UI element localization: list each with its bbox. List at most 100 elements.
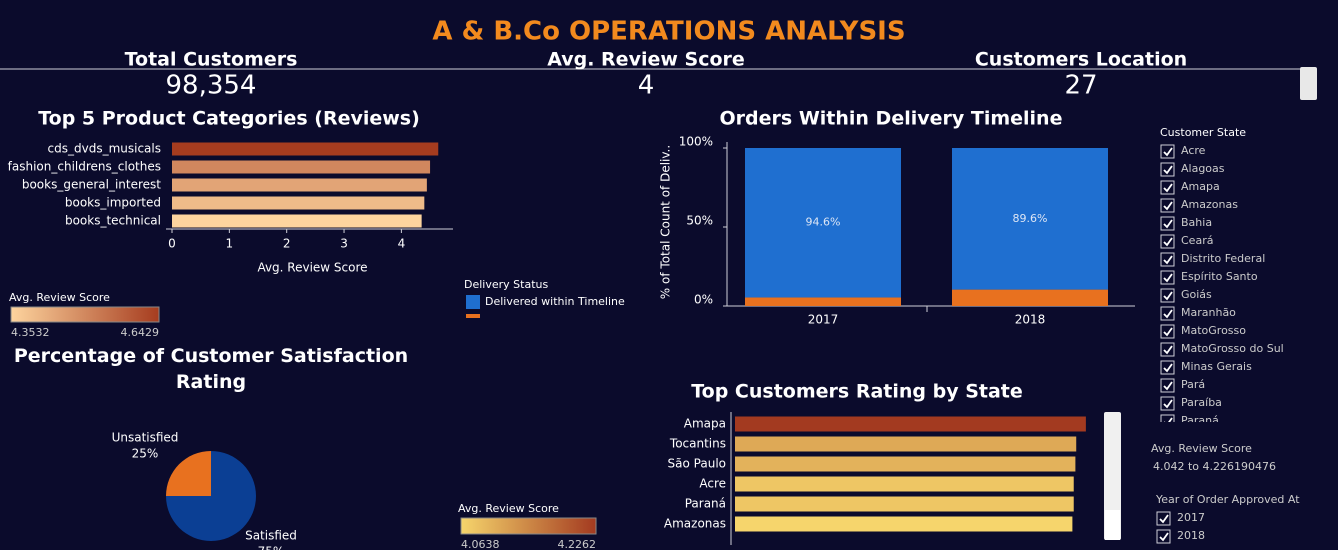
category-label: books_imported bbox=[65, 196, 161, 210]
x-tick-label: 2 bbox=[283, 237, 291, 251]
legend-min: 4.3532 bbox=[11, 326, 50, 339]
slice-label: Unsatisfied bbox=[112, 431, 179, 445]
checkbox[interactable] bbox=[1160, 414, 1175, 428]
checkbox[interactable] bbox=[1160, 216, 1175, 231]
category-label: Amazonas bbox=[664, 517, 726, 531]
scrollbar[interactable] bbox=[1300, 67, 1317, 100]
scroll-thumb[interactable] bbox=[1105, 510, 1120, 540]
check-mark bbox=[1163, 147, 1173, 157]
filter-option[interactable]: MatoGrosso bbox=[1181, 324, 1246, 337]
bar bbox=[172, 196, 425, 210]
checkbox[interactable] bbox=[1160, 288, 1175, 303]
filter-option[interactable]: 2017 bbox=[1177, 511, 1205, 524]
y-tick-label: 0% bbox=[694, 293, 713, 307]
legend-title: Delivery Status bbox=[464, 278, 548, 291]
bar bbox=[735, 496, 1074, 512]
checkbox[interactable] bbox=[1160, 360, 1175, 375]
filter-option[interactable]: Acre bbox=[1181, 144, 1206, 157]
filter-option[interactable]: Paraná bbox=[1181, 414, 1219, 427]
check-mark bbox=[1163, 165, 1173, 175]
checkbox[interactable] bbox=[1160, 378, 1175, 393]
bar-segment bbox=[952, 148, 1108, 290]
checkbox[interactable] bbox=[1160, 198, 1175, 213]
filter-option[interactable]: Goiás bbox=[1181, 288, 1212, 301]
checkbox[interactable] bbox=[1160, 324, 1175, 339]
check-mark bbox=[1164, 417, 1173, 422]
color-legend bbox=[460, 517, 597, 535]
filter-option[interactable]: Espírito Santo bbox=[1181, 270, 1258, 283]
checkbox[interactable] bbox=[1160, 270, 1175, 285]
filter-option[interactable]: MatoGrosso do Sul bbox=[1181, 342, 1284, 355]
filter-option[interactable]: Amapa bbox=[1181, 180, 1220, 193]
chart-title: Top 5 Product Categories (Reviews) bbox=[38, 108, 420, 130]
legend-title: Avg. Review Score bbox=[9, 291, 110, 304]
kpi-label: Customers Location bbox=[975, 49, 1187, 71]
bar bbox=[172, 178, 427, 192]
check-mark bbox=[1163, 273, 1173, 283]
pie-slice bbox=[166, 451, 256, 541]
bar-segment bbox=[745, 148, 901, 298]
scrollbar[interactable] bbox=[1104, 412, 1121, 540]
checkbox[interactable] bbox=[1160, 180, 1175, 195]
bar bbox=[735, 516, 1073, 532]
slice-label: Satisfied bbox=[245, 529, 297, 543]
check-mark bbox=[1163, 399, 1173, 409]
check-mark bbox=[1163, 291, 1173, 301]
checkbox[interactable] bbox=[1160, 342, 1175, 357]
axis-label: % of Total Count of Deliv.. bbox=[659, 145, 673, 299]
legend-title: Avg. Review Score bbox=[458, 502, 559, 515]
checkbox[interactable] bbox=[1160, 162, 1175, 177]
bar-segment bbox=[952, 289, 1108, 306]
category-label: Tocantins bbox=[669, 437, 726, 451]
check-mark bbox=[1163, 255, 1173, 265]
kpi-label: Avg. Review Score bbox=[547, 49, 745, 71]
filters: Customer State Acre Alagoas Amapa Amazonas Ba… bbox=[1151, 126, 1300, 544]
category-label: books_technical bbox=[65, 214, 161, 228]
chart-title: Top Customers Rating by State bbox=[691, 381, 1023, 403]
checkbox[interactable] bbox=[1160, 234, 1175, 249]
color-legend bbox=[10, 306, 160, 323]
legend-swatch bbox=[466, 295, 480, 309]
filter-option[interactable]: Alagoas bbox=[1181, 162, 1225, 175]
checkbox[interactable] bbox=[1160, 252, 1175, 267]
checkbox[interactable] bbox=[1156, 529, 1171, 544]
checkbox[interactable] bbox=[1160, 306, 1175, 321]
check-mark bbox=[1159, 514, 1169, 524]
check-mark bbox=[1163, 327, 1173, 337]
checkbox[interactable] bbox=[1160, 396, 1175, 411]
kpi-label: Total Customers bbox=[125, 49, 298, 71]
filter-option[interactable]: Minas Gerais bbox=[1181, 360, 1252, 373]
category-label: Paraná bbox=[685, 497, 726, 511]
filter-option[interactable]: Maranhão bbox=[1181, 306, 1236, 319]
y-tick-label: 50% bbox=[686, 214, 713, 228]
filter-list: Acre Alagoas Amapa Amazonas Bahia Ceará Distri… bbox=[1160, 144, 1284, 428]
check-mark bbox=[1163, 219, 1173, 229]
category-label: books_general_interest bbox=[22, 178, 161, 192]
checkbox[interactable] bbox=[1156, 511, 1171, 526]
filter-option[interactable]: Bahia bbox=[1181, 216, 1212, 229]
filter-title: Avg. Review Score bbox=[1151, 442, 1252, 455]
check-mark bbox=[1163, 201, 1173, 211]
legend-label: Delivered within Timeline bbox=[485, 295, 625, 308]
x-tick-label: 2017 bbox=[808, 313, 839, 327]
slice-value: 25% bbox=[132, 447, 159, 461]
category-label: cds_dvds_musicals bbox=[48, 142, 161, 156]
filter-option[interactable]: Paraíba bbox=[1181, 396, 1222, 409]
filter-option[interactable]: Amazonas bbox=[1181, 198, 1238, 211]
filter-option[interactable]: 2018 bbox=[1177, 529, 1205, 542]
kpi-value: 4 bbox=[638, 71, 655, 101]
filter-option[interactable]: Pará bbox=[1181, 378, 1205, 391]
chart-title: Orders Within Delivery Timeline bbox=[720, 108, 1063, 130]
x-tick-label: 1 bbox=[226, 237, 234, 251]
filter-option[interactable]: Ceará bbox=[1181, 234, 1213, 247]
category-label: Acre bbox=[699, 477, 726, 491]
filter-range: 4.042 to 4.226190476 bbox=[1153, 460, 1276, 473]
legend-min: 4.0638 bbox=[461, 538, 500, 550]
legend-swatch bbox=[466, 314, 480, 318]
bar bbox=[735, 456, 1076, 472]
bar bbox=[735, 416, 1086, 432]
checkbox[interactable] bbox=[1160, 144, 1175, 159]
filter-option[interactable]: Distrito Federal bbox=[1181, 252, 1265, 265]
